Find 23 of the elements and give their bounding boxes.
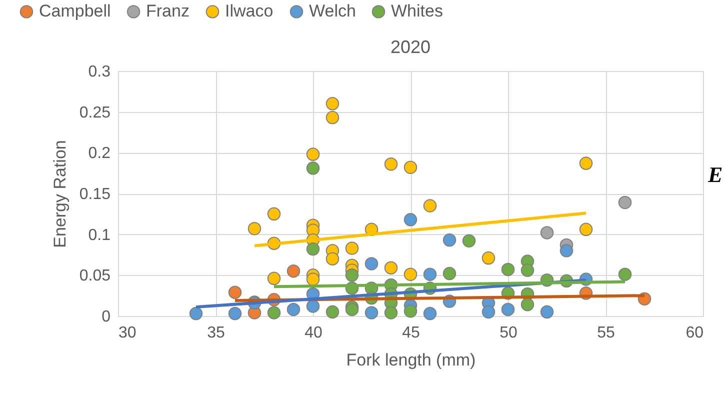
chart-title: 2020 [390,37,431,57]
text: E [707,162,723,187]
legend-label: Whites [391,2,443,21]
x-tick-label: 50 [500,324,518,342]
y-tick-label: 0 [102,308,111,326]
x-tick-label: 30 [118,324,136,342]
x-tick-label: 55 [597,324,615,342]
y-tick-label: 0.15 [79,186,111,203]
x-tick-label: 35 [207,324,225,342]
legend-label: Welch [309,2,356,21]
x-tick-label: 60 [686,324,704,342]
y-axis-title: Energy Ration [50,140,70,248]
legend-label: Franz [146,2,190,21]
y-tick-label: 0.05 [79,268,111,285]
x-axis-title: Fork length (mm) [346,350,476,370]
legend-label: Campbell [39,2,111,21]
x-tick-label: 40 [304,324,322,342]
y-tick-label: 0.25 [79,104,111,122]
y-tick-label: 0.2 [88,145,111,162]
y-tick-label: 0.1 [88,226,111,244]
y-tick-label: 0.3 [88,64,111,80]
legend-label: Ilwaco [225,2,274,21]
x-tick-label: 45 [402,324,420,342]
